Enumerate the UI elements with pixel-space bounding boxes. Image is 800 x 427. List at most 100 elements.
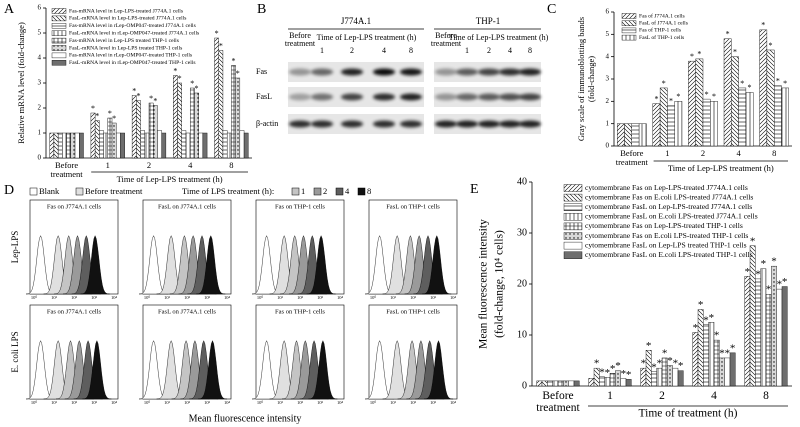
blot-band	[289, 93, 311, 101]
bar	[645, 350, 652, 387]
x-tick-label: 8	[772, 149, 777, 158]
histogram-peak	[80, 235, 110, 295]
legend-swatch	[51, 30, 67, 36]
legend-swatch	[51, 37, 67, 44]
blot-band	[400, 120, 422, 128]
blot-band	[478, 68, 500, 76]
significance-marker: *	[605, 367, 611, 379]
x-axis-label: Mean fluorescence intensity	[189, 413, 302, 424]
significance-marker: *	[626, 369, 632, 381]
legend-label: cytomembrane Fas on E.coli LPS-treated J…	[585, 192, 753, 201]
histogram-tick-label: 10²	[184, 295, 191, 300]
lane-label: 8	[409, 46, 413, 55]
legend-swatch	[563, 241, 583, 250]
histogram-tick-label: 10⁰	[370, 295, 377, 300]
histogram-tick-label: 10¹	[164, 400, 171, 405]
bar	[749, 245, 756, 387]
legend-label: cytomembrane FasL on Lep-LPS treated THP…	[585, 240, 747, 249]
label-box: 1	[665, 149, 669, 157]
bar	[745, 92, 754, 147]
legend-label: Fas of J774A.1 cells	[639, 12, 685, 19]
bar	[609, 373, 616, 387]
significance-marker: *	[136, 91, 140, 100]
x-tick-label: 4	[188, 161, 193, 170]
bar	[729, 352, 736, 387]
histogram-tick-label: 10³	[91, 400, 98, 405]
legend-swatch	[51, 45, 67, 51]
y-tick-label: 5	[38, 29, 42, 37]
legend-label: FasL-mRNA level in rLep-OMP047-treated T…	[69, 60, 196, 66]
significance-marker: *	[771, 256, 777, 268]
histogram-tick-label: 10³	[317, 295, 324, 300]
time-label: Time of Lep-LPS treatment (h)	[449, 33, 549, 42]
blot-band	[373, 93, 395, 101]
blot-band	[435, 68, 457, 76]
blot-band	[341, 93, 363, 101]
x-tick-label: 1	[105, 161, 110, 170]
lane-label: 8	[528, 46, 532, 55]
histogram-tick-label: 10⁴	[224, 400, 231, 405]
x-tick-label: Before treatment	[615, 149, 648, 167]
histogram-tick-label: 10¹	[390, 295, 397, 300]
histogram-tick-label: 10⁰	[31, 295, 38, 300]
bar	[781, 286, 788, 387]
bar	[651, 371, 657, 387]
bar	[744, 276, 751, 387]
bar	[157, 130, 162, 159]
significance-marker: *	[709, 312, 715, 324]
legend-label: 4	[345, 186, 350, 196]
legend-label: 8	[367, 186, 371, 196]
bar	[57, 132, 63, 159]
histogram-tick-label: 10⁴	[337, 295, 344, 300]
legend-label: Fas-mRNA level in rLep-OMP047-treated TH…	[69, 53, 192, 59]
y-tick-label: 4	[606, 52, 610, 60]
bar	[724, 357, 731, 387]
histogram-tick-label: 10⁴	[450, 400, 457, 405]
y-tick-label: 2	[38, 104, 42, 112]
legend-label: FasL of J774A.1 cells	[639, 19, 688, 26]
significance-marker: *	[149, 94, 153, 103]
bar	[674, 101, 683, 147]
legend-swatch	[51, 52, 67, 59]
bar	[776, 288, 783, 387]
x-tick-label: Before treatment	[536, 390, 580, 415]
histogram-peak	[423, 340, 454, 400]
blot-band	[373, 120, 395, 128]
histogram-tick-label: 10¹	[51, 400, 58, 405]
bar	[719, 357, 725, 387]
blot-band	[456, 68, 478, 76]
bar	[70, 132, 76, 159]
legend-swatch	[621, 27, 637, 34]
panel-label: D	[4, 183, 14, 198]
legend-swatch	[621, 13, 637, 19]
bar	[116, 132, 121, 159]
bar	[231, 65, 236, 159]
histogram-tick-label: 10²	[71, 400, 78, 405]
bar	[677, 370, 684, 387]
legend-swatch	[51, 15, 67, 22]
bar	[759, 29, 768, 147]
histogram-peak	[82, 340, 112, 400]
label-box: 4	[736, 149, 740, 157]
blot-band	[289, 68, 311, 76]
significance-marker: *	[178, 74, 182, 83]
panel-label: A	[4, 2, 15, 17]
x-axis-label: Time of Lep-LPS treatment (h)	[668, 163, 774, 173]
bar	[173, 75, 178, 159]
legend-swatch	[563, 232, 583, 240]
histogram-tick-label: 10²	[297, 295, 304, 300]
before-label: Before treatment	[284, 32, 316, 49]
bar	[218, 50, 224, 159]
x-tick-label: 2	[659, 390, 665, 402]
significance-marker: *	[132, 86, 136, 95]
bar	[94, 120, 100, 159]
cell-line-label: THP-1	[476, 16, 501, 26]
significance-marker: *	[646, 340, 652, 352]
significance-marker: *	[621, 368, 627, 380]
label-box: 8	[229, 161, 233, 169]
histogram-tick-label: 10⁰	[144, 400, 151, 405]
blot-band	[478, 120, 500, 128]
legend-label: cytomembrane FasL on Lep-LPS-treated J77…	[585, 202, 752, 211]
significance-marker: *	[783, 79, 787, 88]
